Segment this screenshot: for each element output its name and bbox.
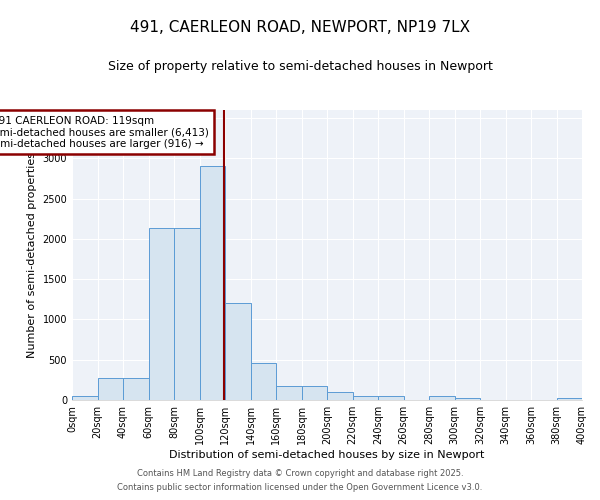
Text: Contains HM Land Registry data © Crown copyright and database right 2025.: Contains HM Land Registry data © Crown c… <box>137 468 463 477</box>
Bar <box>276 386 302 400</box>
Bar <box>97 378 123 400</box>
Text: Size of property relative to semi-detached houses in Newport: Size of property relative to semi-detach… <box>107 60 493 73</box>
Text: 491 CAERLEON ROAD: 119sqm
← 87% of semi-detached houses are smaller (6,413)
  12: 491 CAERLEON ROAD: 119sqm ← 87% of semi-… <box>0 116 209 149</box>
Y-axis label: Number of semi-detached properties: Number of semi-detached properties <box>27 152 37 358</box>
Bar <box>557 398 582 400</box>
Bar <box>72 396 97 400</box>
Bar <box>353 396 378 400</box>
Bar <box>455 398 480 400</box>
Bar <box>174 228 199 400</box>
Bar <box>199 166 225 400</box>
Bar <box>225 304 251 400</box>
Bar <box>251 363 276 400</box>
Bar <box>378 396 404 400</box>
Bar <box>123 378 149 400</box>
Bar <box>429 396 455 400</box>
Text: 491, CAERLEON ROAD, NEWPORT, NP19 7LX: 491, CAERLEON ROAD, NEWPORT, NP19 7LX <box>130 20 470 35</box>
Bar <box>149 228 174 400</box>
Bar <box>302 386 327 400</box>
X-axis label: Distribution of semi-detached houses by size in Newport: Distribution of semi-detached houses by … <box>169 450 485 460</box>
Text: Contains public sector information licensed under the Open Government Licence v3: Contains public sector information licen… <box>118 484 482 492</box>
Bar <box>327 392 353 400</box>
